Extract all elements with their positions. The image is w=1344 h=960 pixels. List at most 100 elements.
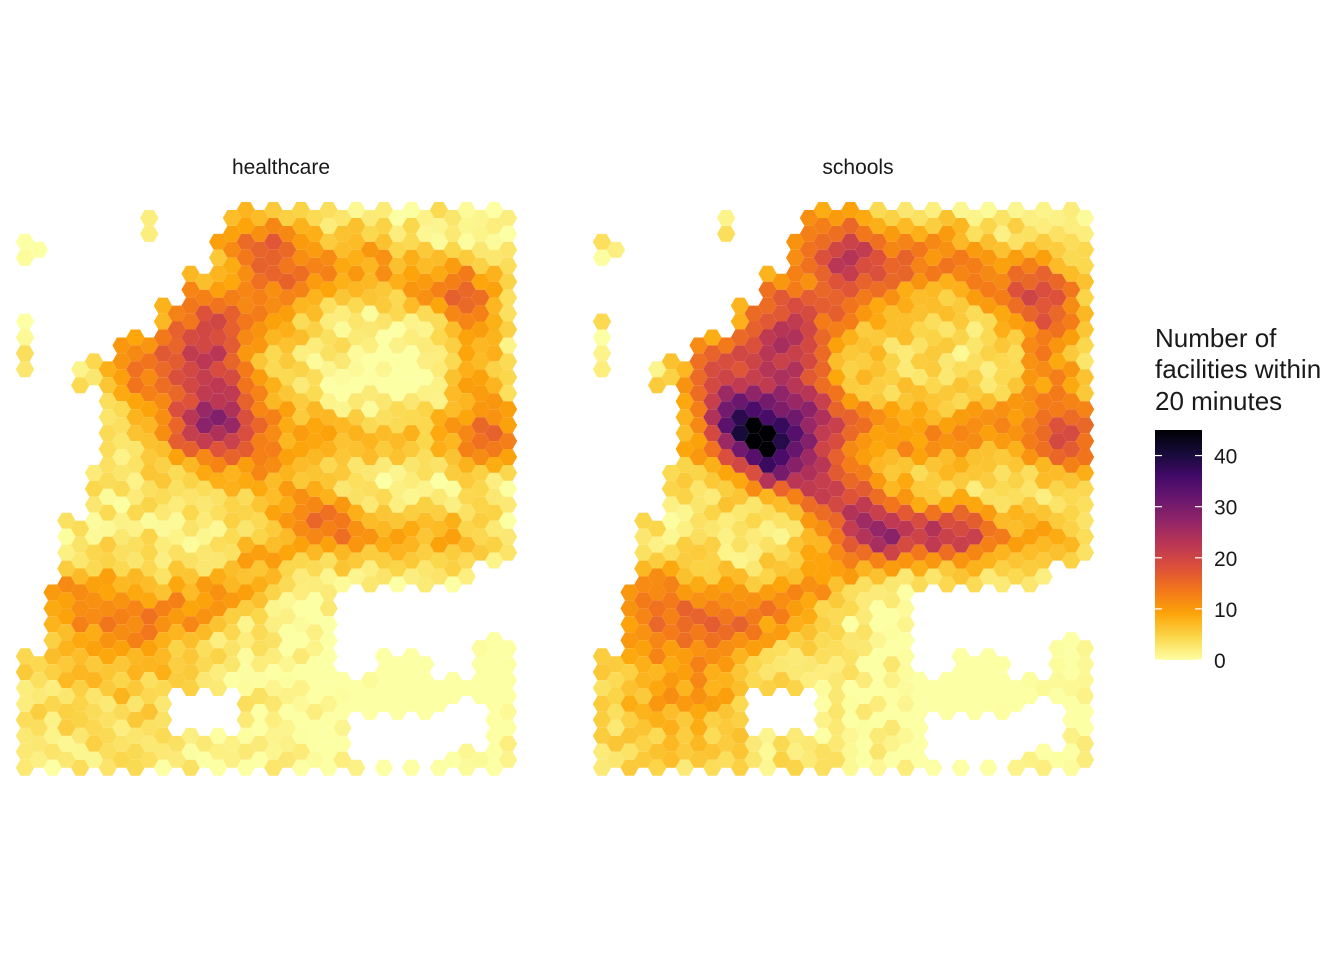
hex-cell xyxy=(126,345,145,362)
hex-cell xyxy=(758,552,777,569)
hex-cell xyxy=(250,321,269,338)
hex-cell xyxy=(112,751,131,768)
hex-cell xyxy=(112,449,131,465)
hex-cell xyxy=(772,735,791,752)
hex-cell xyxy=(305,433,324,449)
hex-cell xyxy=(758,409,777,426)
hex-cell xyxy=(347,233,366,250)
facet-schools: schools xyxy=(592,156,1095,776)
hex-cell xyxy=(43,664,62,681)
hex-cell xyxy=(167,465,186,481)
hex-cell xyxy=(222,385,242,402)
hex-cell xyxy=(592,648,612,665)
hex-cell xyxy=(374,472,393,489)
hex-cell xyxy=(730,648,750,665)
hex-cell xyxy=(84,480,104,497)
hex-cell xyxy=(333,480,352,497)
hex-cell xyxy=(443,353,462,370)
hex-cell xyxy=(236,568,255,585)
hex-cell xyxy=(758,441,777,457)
hex-cell xyxy=(868,281,888,298)
hex-cell xyxy=(360,305,380,322)
hex-cell xyxy=(360,369,380,386)
hex-cell xyxy=(717,719,736,736)
hex-cell xyxy=(799,576,819,593)
hex-cell xyxy=(402,664,421,681)
hex-cell xyxy=(43,711,62,728)
hex-cell xyxy=(209,441,228,457)
hex-cell xyxy=(841,520,860,537)
hex-cell xyxy=(222,241,242,258)
hex-cell xyxy=(924,552,943,569)
hex-cell xyxy=(1075,401,1095,418)
hex-cell xyxy=(319,743,338,760)
hex-cell xyxy=(799,672,819,688)
hex-cell xyxy=(855,735,874,752)
hex-cell xyxy=(1075,257,1095,274)
hex-cell xyxy=(1075,417,1095,434)
hex-cell xyxy=(758,759,777,776)
hex-cell xyxy=(264,616,283,633)
hex-cell xyxy=(855,640,874,657)
hex-cell xyxy=(841,249,860,266)
hex-cell xyxy=(333,496,352,513)
hex-cell xyxy=(1006,680,1026,696)
hex-cell xyxy=(965,241,984,258)
hex-cell xyxy=(717,735,736,752)
hex-cell xyxy=(717,672,736,688)
hex-cell xyxy=(758,345,777,362)
hex-cell xyxy=(443,465,462,481)
hex-cell xyxy=(675,536,694,553)
hex-cell xyxy=(827,241,846,258)
hex-cell xyxy=(827,751,846,768)
hex-cell xyxy=(250,225,269,242)
hex-cell xyxy=(485,632,504,649)
hex-cell xyxy=(882,305,901,322)
hex-cell xyxy=(1075,465,1095,481)
hex-cell xyxy=(786,552,805,569)
hex-cell xyxy=(689,735,708,752)
hex-cell xyxy=(703,393,722,410)
hex-cell xyxy=(937,544,957,561)
hex-cell xyxy=(730,520,750,537)
hex-cell xyxy=(882,544,901,561)
hex-cell xyxy=(827,672,846,688)
hex-cell xyxy=(333,735,352,752)
hex-cell xyxy=(882,449,901,465)
hex-cell xyxy=(979,568,998,585)
hex-cell xyxy=(222,337,242,354)
hex-cell xyxy=(402,504,421,521)
hex-cell xyxy=(689,719,708,736)
hex-cell xyxy=(786,727,805,744)
hex-cell xyxy=(868,297,888,314)
hex-cell xyxy=(71,616,90,633)
hex-cell xyxy=(485,265,504,282)
hex-cell xyxy=(347,218,366,234)
hex-cell xyxy=(937,401,957,418)
hex-cell xyxy=(278,385,297,402)
hex-cell xyxy=(222,608,242,625)
hex-cell xyxy=(648,727,667,744)
hex-cell xyxy=(841,409,860,426)
hex-cell xyxy=(278,225,297,242)
hex-cell xyxy=(703,727,722,744)
hex-cell xyxy=(71,696,90,712)
hex-cell xyxy=(1020,480,1039,497)
hex-cell xyxy=(498,719,518,736)
hex-cell xyxy=(855,289,874,306)
hex-cell xyxy=(84,576,104,593)
hex-cell xyxy=(855,225,874,242)
hex-cell xyxy=(264,345,283,362)
hex-cell xyxy=(882,433,901,449)
hex-cell xyxy=(416,688,435,704)
hex-cell xyxy=(841,743,860,760)
hex-cell xyxy=(1006,425,1026,442)
hex-cell xyxy=(195,544,214,561)
hex-cell xyxy=(416,337,435,354)
hex-cell xyxy=(71,711,90,728)
hex-cell xyxy=(236,377,255,394)
hex-cell xyxy=(84,735,104,752)
hex-cell xyxy=(305,401,324,418)
hex-cell xyxy=(264,218,283,234)
